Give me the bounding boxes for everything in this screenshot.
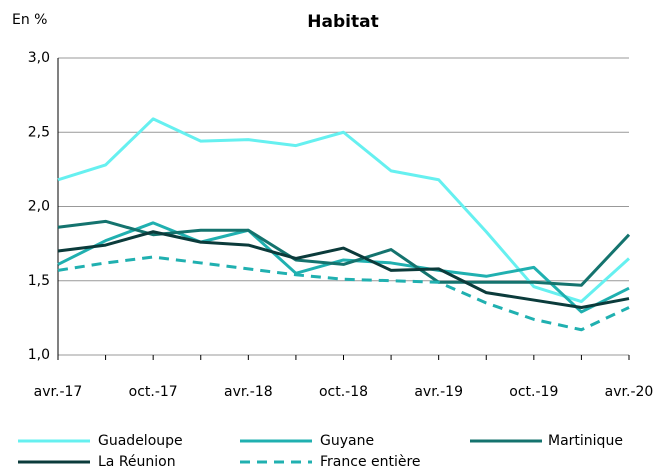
x-tick-label: avr.-19 bbox=[414, 384, 463, 400]
x-tick-label: avr.-18 bbox=[224, 384, 273, 400]
y-tick-label: 1,5 bbox=[28, 273, 50, 289]
chart-title: Habitat bbox=[307, 12, 378, 32]
series-line bbox=[57, 221, 630, 314]
x-tick-label: oct.-17 bbox=[129, 384, 178, 400]
y-tick-label: 3,0 bbox=[28, 50, 50, 66]
y-tick-label: 2,0 bbox=[28, 199, 50, 215]
legend-label: Martinique bbox=[548, 433, 623, 449]
x-tick-label: oct.-19 bbox=[509, 384, 558, 400]
y-tick-label: 1,0 bbox=[28, 347, 50, 363]
series-line bbox=[57, 117, 631, 304]
x-tick-label: avr.-20 bbox=[605, 384, 654, 400]
y-tick-label: 2,5 bbox=[28, 124, 50, 140]
legend-label: Guadeloupe bbox=[98, 433, 183, 449]
legend-label: Guyane bbox=[320, 433, 374, 449]
legend-label: La Réunion bbox=[98, 454, 176, 470]
y-axis-label: En % bbox=[12, 12, 47, 28]
legend-label: France entière bbox=[320, 454, 421, 470]
x-tick-label: avr.-17 bbox=[34, 384, 83, 400]
series-line bbox=[57, 219, 631, 287]
x-tick-label: oct.-18 bbox=[319, 384, 368, 400]
series-line bbox=[57, 230, 630, 309]
series-line bbox=[57, 255, 630, 332]
